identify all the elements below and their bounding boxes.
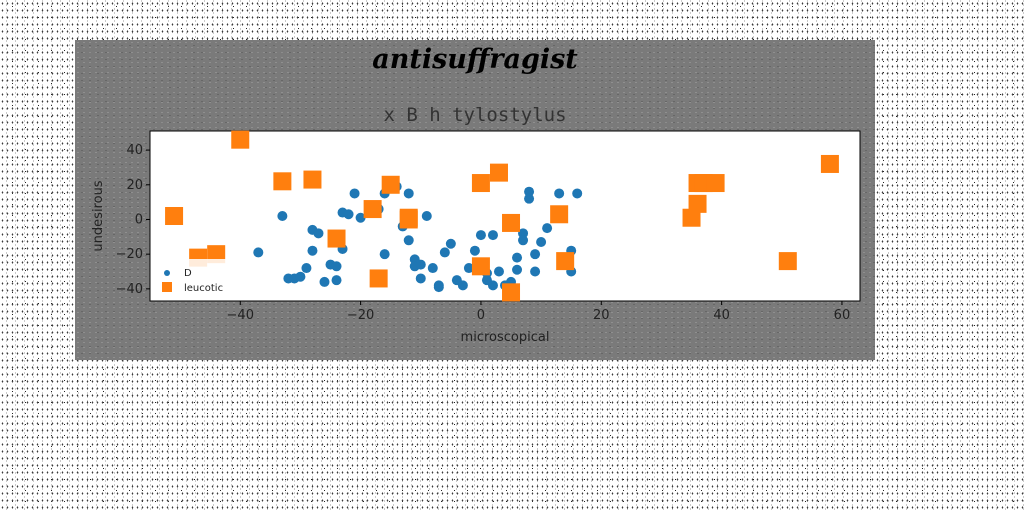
data-point-leucotic (706, 174, 725, 193)
data-point-d (518, 228, 529, 239)
x-tick-label: 40 (713, 308, 730, 323)
data-point-d (331, 261, 342, 272)
data-point-leucotic (363, 200, 382, 219)
data-point-d (439, 247, 450, 258)
data-point-d (313, 228, 324, 239)
data-point-d (427, 263, 438, 274)
legend-label-d: D (184, 268, 192, 279)
data-point-d (403, 235, 414, 246)
data-point-d (301, 263, 312, 274)
y-axis-label: undesirous (91, 180, 106, 251)
data-point-d (277, 211, 288, 221)
data-point-d (343, 209, 354, 220)
y-tick-label: 40 (126, 143, 143, 158)
data-point-d (415, 273, 426, 284)
data-point-d (524, 186, 535, 197)
data-point-d (487, 230, 498, 241)
data-point-d (536, 237, 547, 248)
chart-suptitle: antisuffragist (372, 44, 578, 75)
data-point-leucotic (207, 245, 226, 264)
data-point-leucotic (556, 252, 575, 271)
data-point-leucotic (471, 257, 490, 276)
y-tick-label: −40 (116, 282, 143, 297)
data-point-d (469, 245, 480, 256)
data-point-d (307, 245, 318, 256)
data-point-d (542, 223, 553, 234)
legend-marker-leucotic (162, 282, 172, 292)
data-point-d (493, 266, 504, 277)
data-points (165, 130, 839, 302)
data-point-d (295, 271, 306, 282)
data-point-d (524, 193, 535, 204)
data-point-d (379, 249, 390, 260)
x-axis: −40 −20 0 20 40 60 (227, 301, 851, 323)
data-point-d (518, 235, 529, 246)
legend-label-leucotic: leucotic (184, 283, 223, 294)
y-tick-label: 0 (135, 212, 143, 227)
data-point-leucotic (327, 229, 346, 248)
legend-marker-d (164, 270, 170, 276)
data-point-d (512, 264, 523, 275)
x-tick-label: −40 (227, 308, 254, 323)
data-point-d (253, 247, 264, 258)
data-point-d (433, 280, 444, 291)
x-axis-label: microscopical (461, 330, 550, 345)
data-point-d (457, 280, 468, 291)
chart-title: x B h tylostylus (383, 104, 567, 126)
data-point-leucotic (471, 174, 490, 193)
data-point-d (512, 252, 523, 263)
data-point-leucotic (820, 154, 839, 173)
data-point-leucotic (778, 252, 797, 271)
data-point-leucotic (399, 208, 418, 227)
data-point-d (445, 238, 456, 249)
data-point-leucotic (550, 205, 569, 224)
data-point-d (331, 275, 342, 286)
x-tick-label: 0 (477, 308, 485, 323)
data-point-d (319, 276, 330, 287)
data-point-leucotic (165, 207, 184, 225)
data-point-d (530, 266, 541, 277)
data-point-d (530, 249, 541, 260)
x-tick-label: 60 (834, 308, 851, 323)
data-point-leucotic (502, 213, 521, 232)
data-point-leucotic (231, 130, 250, 149)
data-point-d (349, 188, 360, 199)
x-tick-label: 20 (593, 308, 610, 323)
data-point-d (554, 188, 565, 199)
data-point-leucotic (273, 172, 292, 191)
data-point-d (475, 230, 486, 241)
data-point-leucotic (489, 163, 508, 182)
y-tick-label: 20 (126, 178, 143, 193)
data-point-leucotic (502, 283, 521, 302)
data-point-d (487, 280, 498, 291)
data-point-leucotic (682, 208, 701, 227)
figure-panel: antisuffragist x B h tylostylus −40 −20 0 2… (75, 40, 875, 360)
x-tick-label: −20 (347, 308, 374, 323)
data-point-d (463, 263, 474, 274)
legend: D leucotic (157, 259, 227, 297)
data-point-d (572, 188, 583, 199)
data-point-d (403, 188, 414, 199)
data-point-leucotic (369, 269, 388, 288)
data-point-d (415, 259, 426, 270)
data-point-d (421, 211, 432, 221)
data-point-leucotic (303, 170, 322, 189)
data-point-d (355, 212, 366, 223)
y-axis: −40 −20 0 20 40 (116, 143, 150, 297)
data-point-leucotic (381, 175, 400, 194)
data-point-leucotic (688, 194, 707, 213)
y-tick-label: −20 (116, 247, 143, 262)
